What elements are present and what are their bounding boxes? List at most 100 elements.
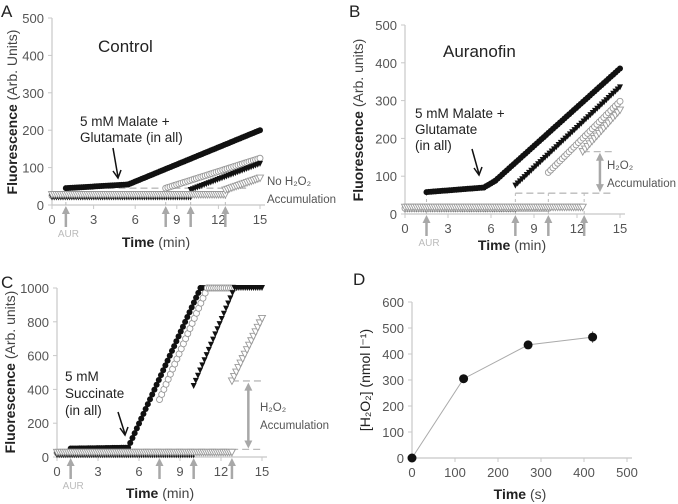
data-point-filled-triangle bbox=[192, 377, 199, 384]
x-tick-label: 6 bbox=[487, 221, 494, 236]
ylabel-bold: Fluorescence bbox=[2, 363, 18, 453]
addition-arrowhead-icon bbox=[186, 206, 195, 214]
panel-label-b: B bbox=[349, 2, 360, 21]
x-tick-label: 6 bbox=[135, 464, 142, 479]
panel-a: 0 3 6 9 12 15 0 100 200 300 400 500 AUR bbox=[22, 11, 267, 240]
panel-a-annotation-line1: 5 mM Malate + bbox=[80, 114, 170, 129]
data-point-filled-circle bbox=[147, 396, 154, 403]
x-tick-label: 200 bbox=[487, 465, 509, 480]
addition-arrowhead-icon bbox=[227, 458, 236, 466]
x-tick-label: 400 bbox=[573, 465, 595, 480]
panel-c-annotation-line1: 5 mM bbox=[65, 369, 99, 384]
data-point-filled-circle bbox=[144, 401, 151, 408]
aur-label: AUR bbox=[419, 238, 440, 249]
data-point-open-triangle bbox=[257, 314, 267, 323]
x-tick-label: 0 bbox=[401, 221, 408, 236]
addition-arrowhead-icon bbox=[544, 215, 553, 223]
panel-a-pointer-arrow bbox=[112, 147, 119, 178]
data-point-filled-triangle bbox=[257, 160, 263, 167]
data-point-filled-circle bbox=[138, 415, 145, 422]
data-point-filled-triangle bbox=[225, 300, 232, 307]
addition-arrowhead-icon bbox=[61, 206, 70, 214]
y-tick-label: 800 bbox=[27, 315, 49, 330]
arrow-down-icon bbox=[595, 184, 604, 193]
data-point-filled-triangle bbox=[227, 295, 234, 302]
data-point-filled-triangle bbox=[203, 352, 210, 359]
x-tick-label: 500 bbox=[616, 465, 638, 480]
x-tick-label: 15 bbox=[613, 221, 627, 236]
addition-arrowhead-icon bbox=[66, 458, 75, 466]
data-point-filled-circle bbox=[188, 304, 195, 311]
x-tick-label: 9 bbox=[530, 221, 537, 236]
x-tick-label: 9 bbox=[173, 212, 180, 227]
xlabel-rest: (min) bbox=[158, 485, 194, 501]
x-tick-label: 12 bbox=[214, 464, 228, 479]
data-point bbox=[588, 332, 598, 342]
data-point-open-triangle bbox=[255, 174, 265, 183]
data-point-filled-circle bbox=[136, 420, 143, 427]
data-point-filled-circle bbox=[160, 367, 167, 374]
data-point-open-triangle bbox=[227, 448, 237, 457]
data-point-filled-triangle bbox=[190, 383, 197, 390]
xlabel-bold: Time bbox=[478, 237, 511, 253]
data-point-filled-triangle bbox=[205, 346, 212, 353]
aur-label: AUR bbox=[63, 481, 84, 492]
x-tick-label: 15 bbox=[255, 464, 269, 479]
data-point-filled-triangle bbox=[210, 336, 217, 343]
data-point-open-triangle bbox=[615, 106, 625, 115]
panel-label-c: C bbox=[1, 273, 13, 292]
data-point-filled-circle bbox=[171, 343, 178, 350]
y-tick-label: 600 bbox=[27, 349, 49, 364]
data-point-filled-circle bbox=[157, 372, 164, 379]
panel-c-pointer-arrow bbox=[117, 411, 126, 435]
panel-b-pointer-arrow bbox=[471, 148, 480, 175]
data-point-filled-triangle bbox=[199, 362, 206, 369]
addition-arrowhead-icon bbox=[161, 206, 170, 214]
data-point bbox=[407, 453, 417, 463]
y-tick-label: 200 bbox=[375, 131, 397, 146]
data-point-filled-circle bbox=[166, 352, 173, 359]
data-point-filled-triangle bbox=[207, 341, 214, 348]
data-point-filled-circle bbox=[190, 299, 197, 306]
data-point-filled-circle bbox=[168, 347, 175, 354]
data-point-filled-triangle bbox=[216, 321, 223, 328]
addition-arrowhead-icon bbox=[189, 458, 198, 466]
addition-arrowhead-icon bbox=[221, 206, 230, 214]
data-point-filled-circle bbox=[179, 323, 186, 330]
y-tick-label: 0 bbox=[397, 451, 404, 466]
y-tick-label: 200 bbox=[382, 399, 404, 414]
x-tick-label: 9 bbox=[176, 464, 183, 479]
addition-arrowhead-icon bbox=[422, 215, 431, 223]
y-tick-label: 0 bbox=[37, 198, 44, 213]
y-tick-label: 300 bbox=[22, 86, 44, 101]
panel-c-annotation-line2: Succinate bbox=[65, 386, 124, 401]
data-point-filled-triangle bbox=[617, 84, 623, 91]
data-point-filled-circle bbox=[617, 65, 623, 72]
addition-arrowhead-icon bbox=[511, 215, 520, 223]
data-point-filled-circle bbox=[182, 318, 189, 325]
panel-b-annotation-line1: 5 mM Malate + bbox=[415, 106, 505, 121]
ylabel-rest: (Arb. Units) bbox=[4, 30, 20, 105]
xlabel-bold: Time bbox=[122, 234, 155, 250]
x-tick-label: 15 bbox=[253, 212, 267, 227]
y-tick-label: 600 bbox=[382, 295, 404, 310]
panel-a-pointer-arrowhead bbox=[112, 169, 122, 180]
y-tick-label: 400 bbox=[382, 347, 404, 362]
panel-b-note-line2: Accumulation bbox=[607, 178, 676, 190]
data-point-filled-triangle bbox=[197, 367, 204, 374]
ylabel-rest: (Arb. units) bbox=[350, 39, 366, 111]
x-tick-label: 3 bbox=[94, 464, 101, 479]
y-tick-label: 200 bbox=[22, 123, 44, 138]
data-point-filled-triangle bbox=[212, 331, 219, 338]
data-point-filled-triangle bbox=[259, 285, 265, 291]
data-point-filled-circle bbox=[127, 439, 134, 446]
panel-a-note-line2: Accumulation bbox=[267, 194, 336, 206]
data-point-filled-circle bbox=[142, 405, 149, 412]
data-point-filled-circle bbox=[133, 425, 140, 432]
panel-b-annotation-line2: Glutamate bbox=[415, 122, 477, 137]
y-tick-label: 500 bbox=[382, 321, 404, 336]
xlabel-bold: Time bbox=[494, 486, 527, 502]
panel-a-xlabel: Time (min) bbox=[122, 234, 190, 250]
panel-a-ylabel: Fluorescence (Arb. Units) bbox=[4, 30, 20, 195]
panel-b-xlabel: Time (min) bbox=[478, 237, 546, 253]
